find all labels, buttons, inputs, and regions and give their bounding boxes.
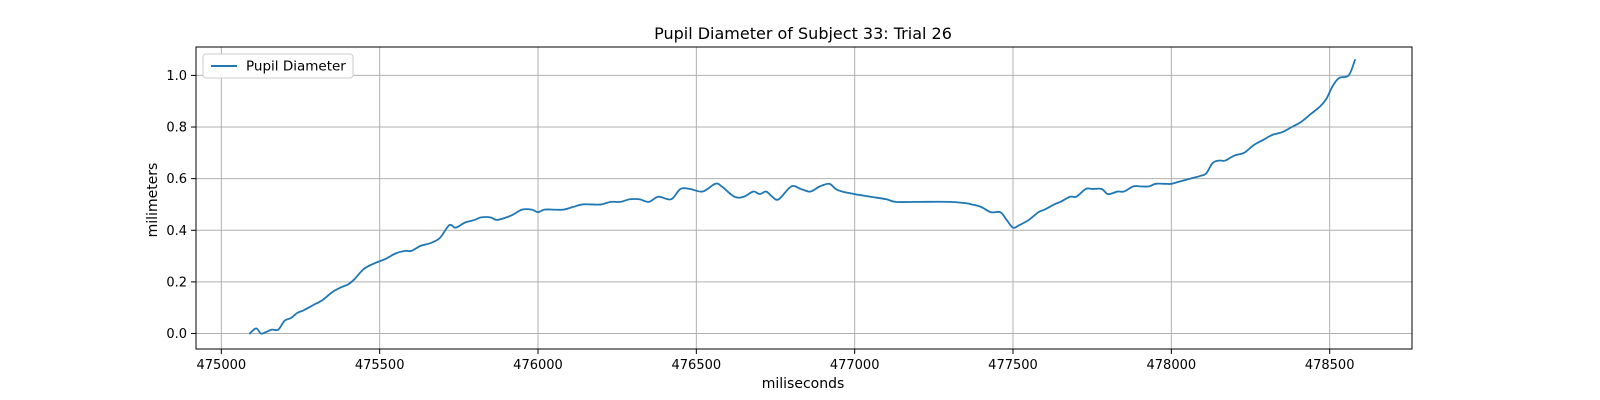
legend-label: Pupil Diameter [246,59,346,75]
x-tick-label: 477500 [988,358,1038,373]
y-tick-label: 1.0 [166,69,187,84]
y-axis-title: milimeters [145,163,161,238]
series-line-pupil-diameter [248,59,1356,335]
y-gridlines [196,74,1412,335]
x-axis: 475000 475500 476000 476500 477000 477500 4780… [197,349,1355,373]
y-tick-label: 0.4 [166,224,187,239]
series-layer [248,59,1356,335]
legend-box [202,53,354,79]
y-tick-label: 0.0 [166,327,187,342]
y-tick-label: 0.6 [166,172,187,187]
x-tick-label: 478500 [1305,358,1355,373]
x-axis-title: miliseconds [762,376,845,392]
y-axis: 0.0 0.2 0.4 0.6 0.8 1.0 [166,69,196,342]
x-gridlines [220,47,1331,349]
x-tick-label: 476500 [672,358,722,373]
y-tick-label: 0.8 [166,121,187,136]
y-tick-label: 0.2 [166,275,187,290]
chart-title: Pupil Diameter of Subject 33: Trial 26 [654,24,952,43]
x-tick-label: 475000 [197,358,247,373]
x-tick-label: 478000 [1147,358,1197,373]
x-tick-label: 477000 [830,358,880,373]
plot-frame [195,46,1413,350]
legend: Pupil Diameter [202,53,354,79]
x-tick-label: 475500 [355,358,405,373]
x-tick-label: 476000 [513,358,563,373]
